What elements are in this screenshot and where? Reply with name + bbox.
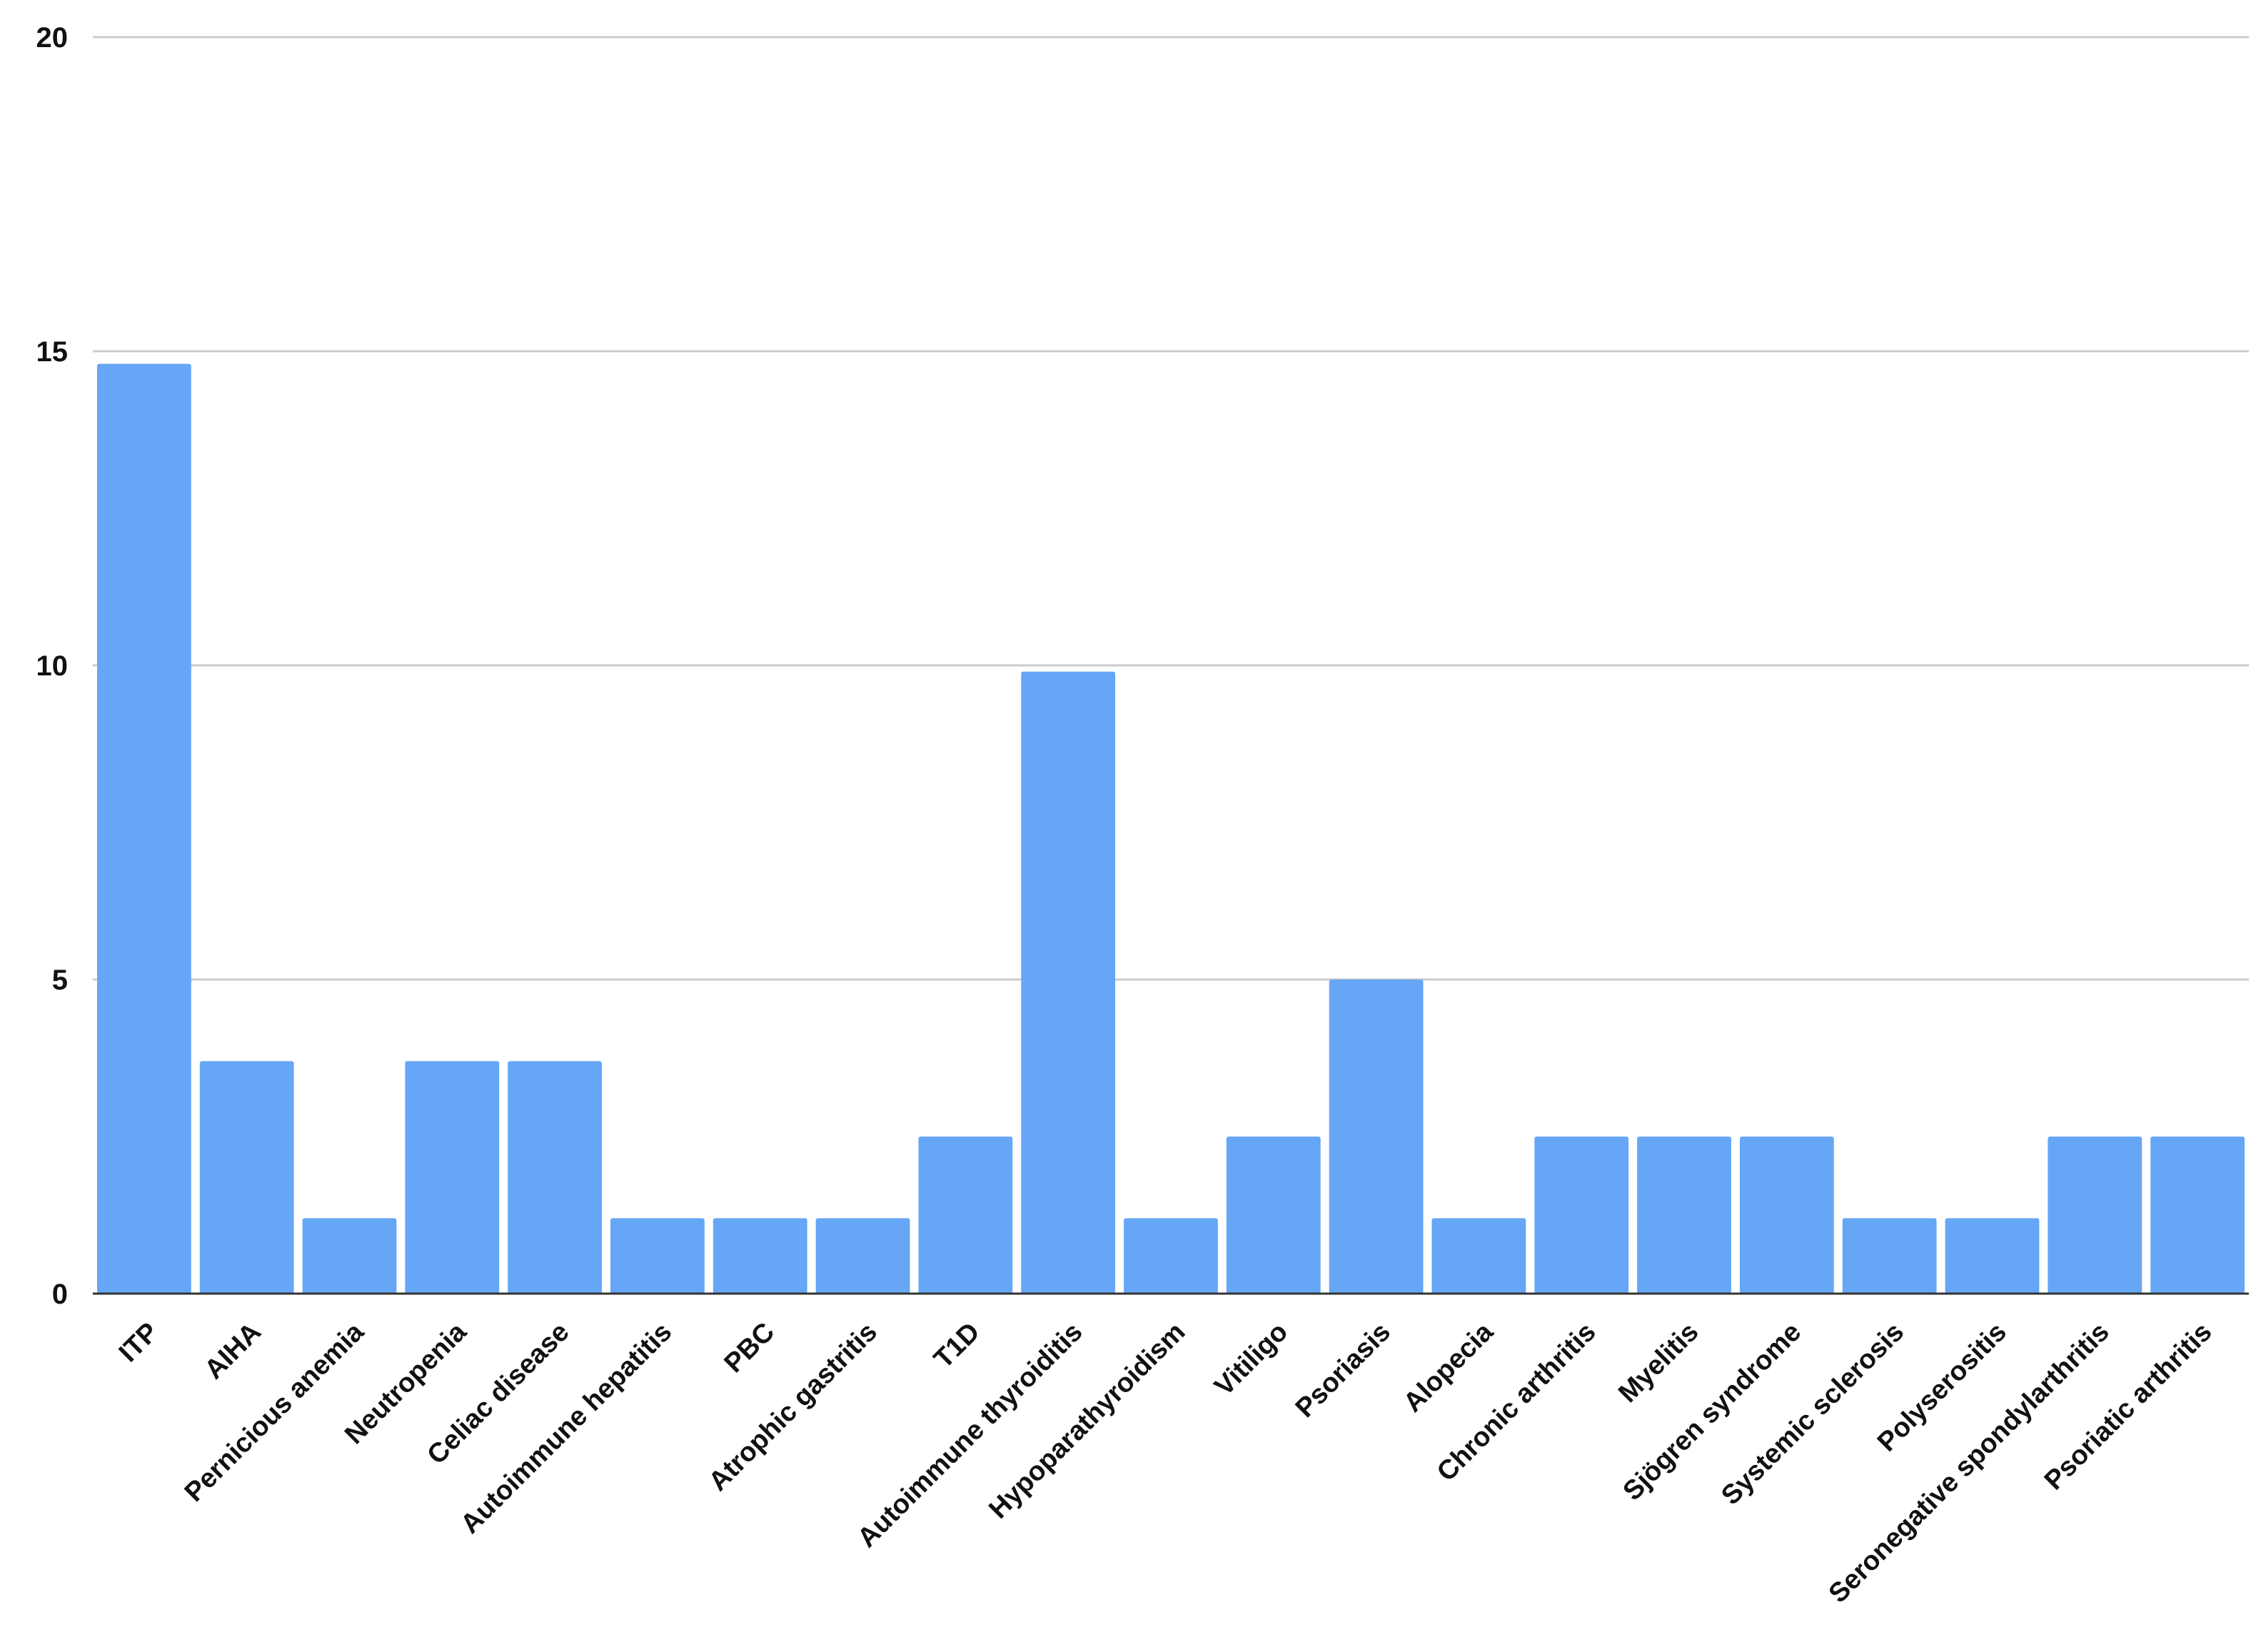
y-tick-label: 15 xyxy=(36,336,69,368)
bar xyxy=(1124,1218,1218,1294)
x-tick-label: Psoriatic arthritis xyxy=(2039,1317,2218,1496)
y-axis-tick-labels: 0 5 10 15 20 xyxy=(36,22,69,1310)
bar xyxy=(1431,1218,1526,1294)
bar xyxy=(1329,979,1424,1294)
x-tick-label: Atrophic gastritis xyxy=(703,1317,883,1497)
bar xyxy=(1945,1218,2040,1294)
bar xyxy=(1637,1137,1731,1294)
y-tick-label: 20 xyxy=(36,22,69,54)
x-tick-label: Sjögren syndrome xyxy=(1618,1317,1808,1507)
bar xyxy=(918,1137,1013,1294)
x-tick-label: PBC xyxy=(719,1317,780,1379)
y-tick-label: 0 xyxy=(52,1279,68,1310)
x-tick-label: Hypoparathyroidism xyxy=(983,1317,1191,1525)
y-tick-label: 5 xyxy=(52,964,68,996)
bar xyxy=(97,363,191,1294)
gridlines xyxy=(93,36,2249,981)
x-tick-label: T1D xyxy=(928,1317,985,1374)
bar xyxy=(1534,1137,1629,1294)
x-tick-label: AIHA xyxy=(199,1317,267,1385)
x-tick-label: Pernicious anemia xyxy=(179,1316,371,1508)
x-tick-label: Systemic sclerosis xyxy=(1716,1317,1910,1511)
bar xyxy=(815,1218,910,1294)
y-tick-label: 10 xyxy=(36,650,69,682)
bar xyxy=(1226,1137,1321,1294)
bar xyxy=(2150,1137,2245,1294)
bar xyxy=(1021,671,1116,1294)
bar xyxy=(508,1061,603,1294)
bar xyxy=(2048,1137,2142,1294)
x-tick-label: Vitiligo xyxy=(1209,1317,1294,1402)
bar xyxy=(405,1061,500,1294)
bar xyxy=(199,1061,294,1294)
x-tick-label: Alopecia xyxy=(1398,1316,1499,1418)
x-tick-label: Psoriasis xyxy=(1290,1317,1396,1424)
bar xyxy=(1739,1137,1834,1294)
x-tick-label: Autoimmune hepatitis xyxy=(455,1317,678,1540)
bar xyxy=(302,1218,397,1294)
bar xyxy=(1842,1218,1937,1294)
x-tick-label: Myelitis xyxy=(1613,1317,1704,1409)
bars xyxy=(97,363,2245,1294)
bar xyxy=(610,1218,705,1294)
bar xyxy=(712,1218,807,1294)
x-tick-label: ITP xyxy=(114,1317,165,1369)
